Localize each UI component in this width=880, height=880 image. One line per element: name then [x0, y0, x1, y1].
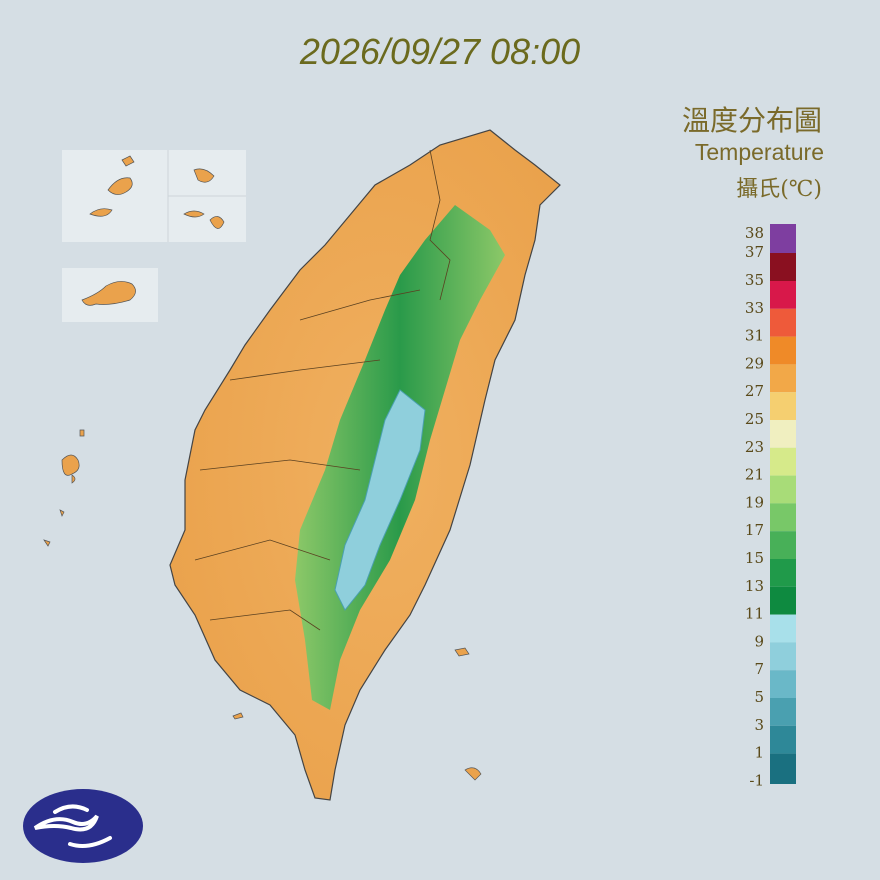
legend-swatch [770, 586, 796, 615]
county-borders [194, 149, 451, 631]
legend-swatch [770, 281, 796, 309]
legend-label: 11 [745, 605, 764, 623]
legend-label: 35 [745, 271, 764, 289]
datetime: 2026/09/27 08:00 [299, 31, 580, 72]
legend-swatch [770, 336, 796, 365]
high-peaks [334, 389, 426, 611]
legend-swatch [770, 614, 796, 643]
legend-label: 5 [754, 688, 764, 706]
legend-label: 25 [745, 410, 764, 428]
legend-swatch [770, 725, 796, 754]
cwa-logo [23, 789, 143, 863]
legend-label: 31 [745, 327, 764, 345]
matsu [89, 155, 135, 217]
legend-swatch [770, 698, 796, 726]
legend-label: 9 [754, 632, 764, 650]
legend-swatch [770, 475, 796, 504]
legend-swatch [770, 364, 796, 393]
legend-swatch [770, 642, 796, 671]
kinmen [81, 281, 136, 306]
legend-unit: 攝氏(℃) [736, 177, 822, 202]
legend-label: -1 [749, 771, 764, 789]
legend-label: 37 [745, 243, 764, 261]
legend-subtitle: Temperature [695, 139, 824, 165]
legend-label: 38 [745, 224, 764, 242]
legend-title: 溫度分布圖 [682, 104, 822, 137]
legend-label: 3 [754, 716, 764, 734]
legend-label: 21 [745, 466, 764, 484]
legend-swatch [770, 670, 796, 698]
legend-swatch [770, 253, 796, 281]
legend-label: 33 [745, 299, 764, 317]
islets [232, 647, 482, 781]
legend-label: 27 [745, 382, 764, 400]
legend-label: 13 [745, 577, 764, 595]
legend-label: 7 [754, 660, 764, 678]
legend-swatch [770, 420, 796, 448]
legend-swatch [770, 392, 796, 420]
logo-swirl [33, 804, 112, 848]
legend-label: 15 [745, 549, 764, 567]
inset-islands [62, 150, 246, 322]
legend-swatch [770, 503, 796, 532]
legend-swatch [770, 447, 796, 476]
matsu-north [183, 168, 225, 229]
legend-swatch [770, 224, 796, 253]
legend-label: 1 [754, 744, 764, 762]
legend-label: 19 [745, 493, 764, 511]
legend-swatch [770, 753, 796, 784]
legend-swatch [770, 308, 796, 337]
legend-swatch [770, 531, 796, 559]
legend-label: 17 [745, 521, 764, 539]
legend-label: 23 [745, 438, 764, 456]
taiwan [43, 129, 561, 801]
legend-label: 29 [745, 354, 764, 372]
legend-swatch [770, 559, 796, 587]
penghu [43, 429, 85, 547]
